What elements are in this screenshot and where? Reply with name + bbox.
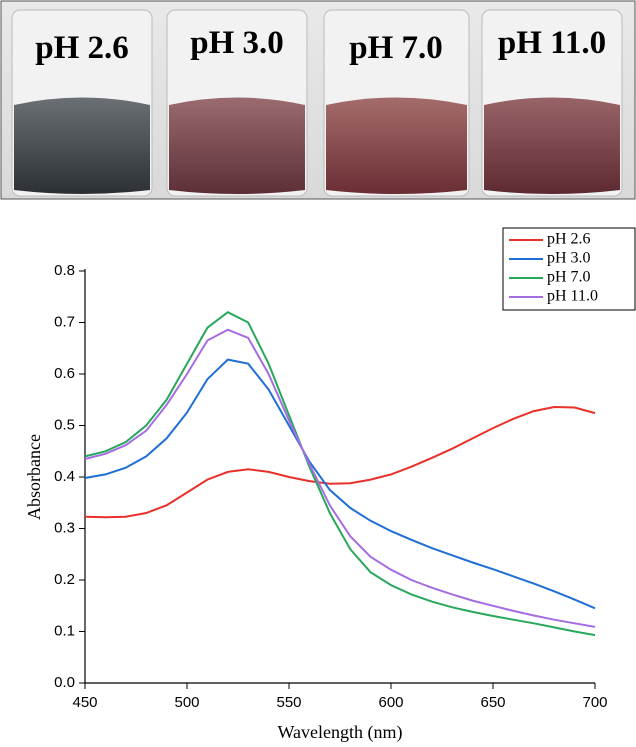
photo-label: pH 3.0 <box>190 25 284 61</box>
series-line <box>84 405 596 519</box>
y-tick-label: 0.5 <box>54 416 75 433</box>
x-tick-label: 650 <box>480 694 505 711</box>
legend-label: pH 3.0 <box>547 250 591 267</box>
y-tick-label: 0.2 <box>54 571 75 588</box>
x-tick-label: 600 <box>378 694 403 711</box>
liquid <box>484 97 620 194</box>
legend-label: pH 11.0 <box>547 288 598 305</box>
y-tick-label: 0.6 <box>54 365 75 382</box>
x-tick-label: 550 <box>276 694 301 711</box>
photo-label: pH 7.0 <box>349 30 443 66</box>
series-line <box>84 358 596 610</box>
chart: Wavelength (nm) Absorbance 0.0 0.1 0.2 0.3 0… <box>24 227 636 743</box>
liquid <box>14 97 150 194</box>
x-tick-label: 700 <box>582 694 607 711</box>
liquid <box>169 97 305 194</box>
y-tick-label: 0.8 <box>54 262 75 279</box>
y-tick-label: 0.3 <box>54 519 75 536</box>
y-tick-label: 0.0 <box>54 674 75 691</box>
liquid <box>326 97 467 194</box>
y-tick-label: 0.7 <box>54 313 75 330</box>
legend-label: pH 7.0 <box>547 269 591 286</box>
series-line <box>84 311 596 637</box>
y-tick-label: 0.4 <box>54 468 75 485</box>
legend-label: pH 2.6 <box>547 231 591 248</box>
photo-label: pH 2.6 <box>35 30 129 66</box>
legend-box <box>502 227 636 311</box>
x-tick-label: 500 <box>174 694 199 711</box>
x-tick-label: 450 <box>72 694 97 711</box>
x-axis-label: Wavelength (nm) <box>277 722 402 743</box>
series-line <box>84 328 596 628</box>
photo-label: pH 11.0 <box>498 25 606 61</box>
y-axis-label: Absorbance <box>24 434 44 520</box>
photo: pH 2.6 pH 3.0 pH 7.0 pH 11.0 <box>0 0 636 200</box>
y-tick-label: 0.1 <box>54 622 75 639</box>
